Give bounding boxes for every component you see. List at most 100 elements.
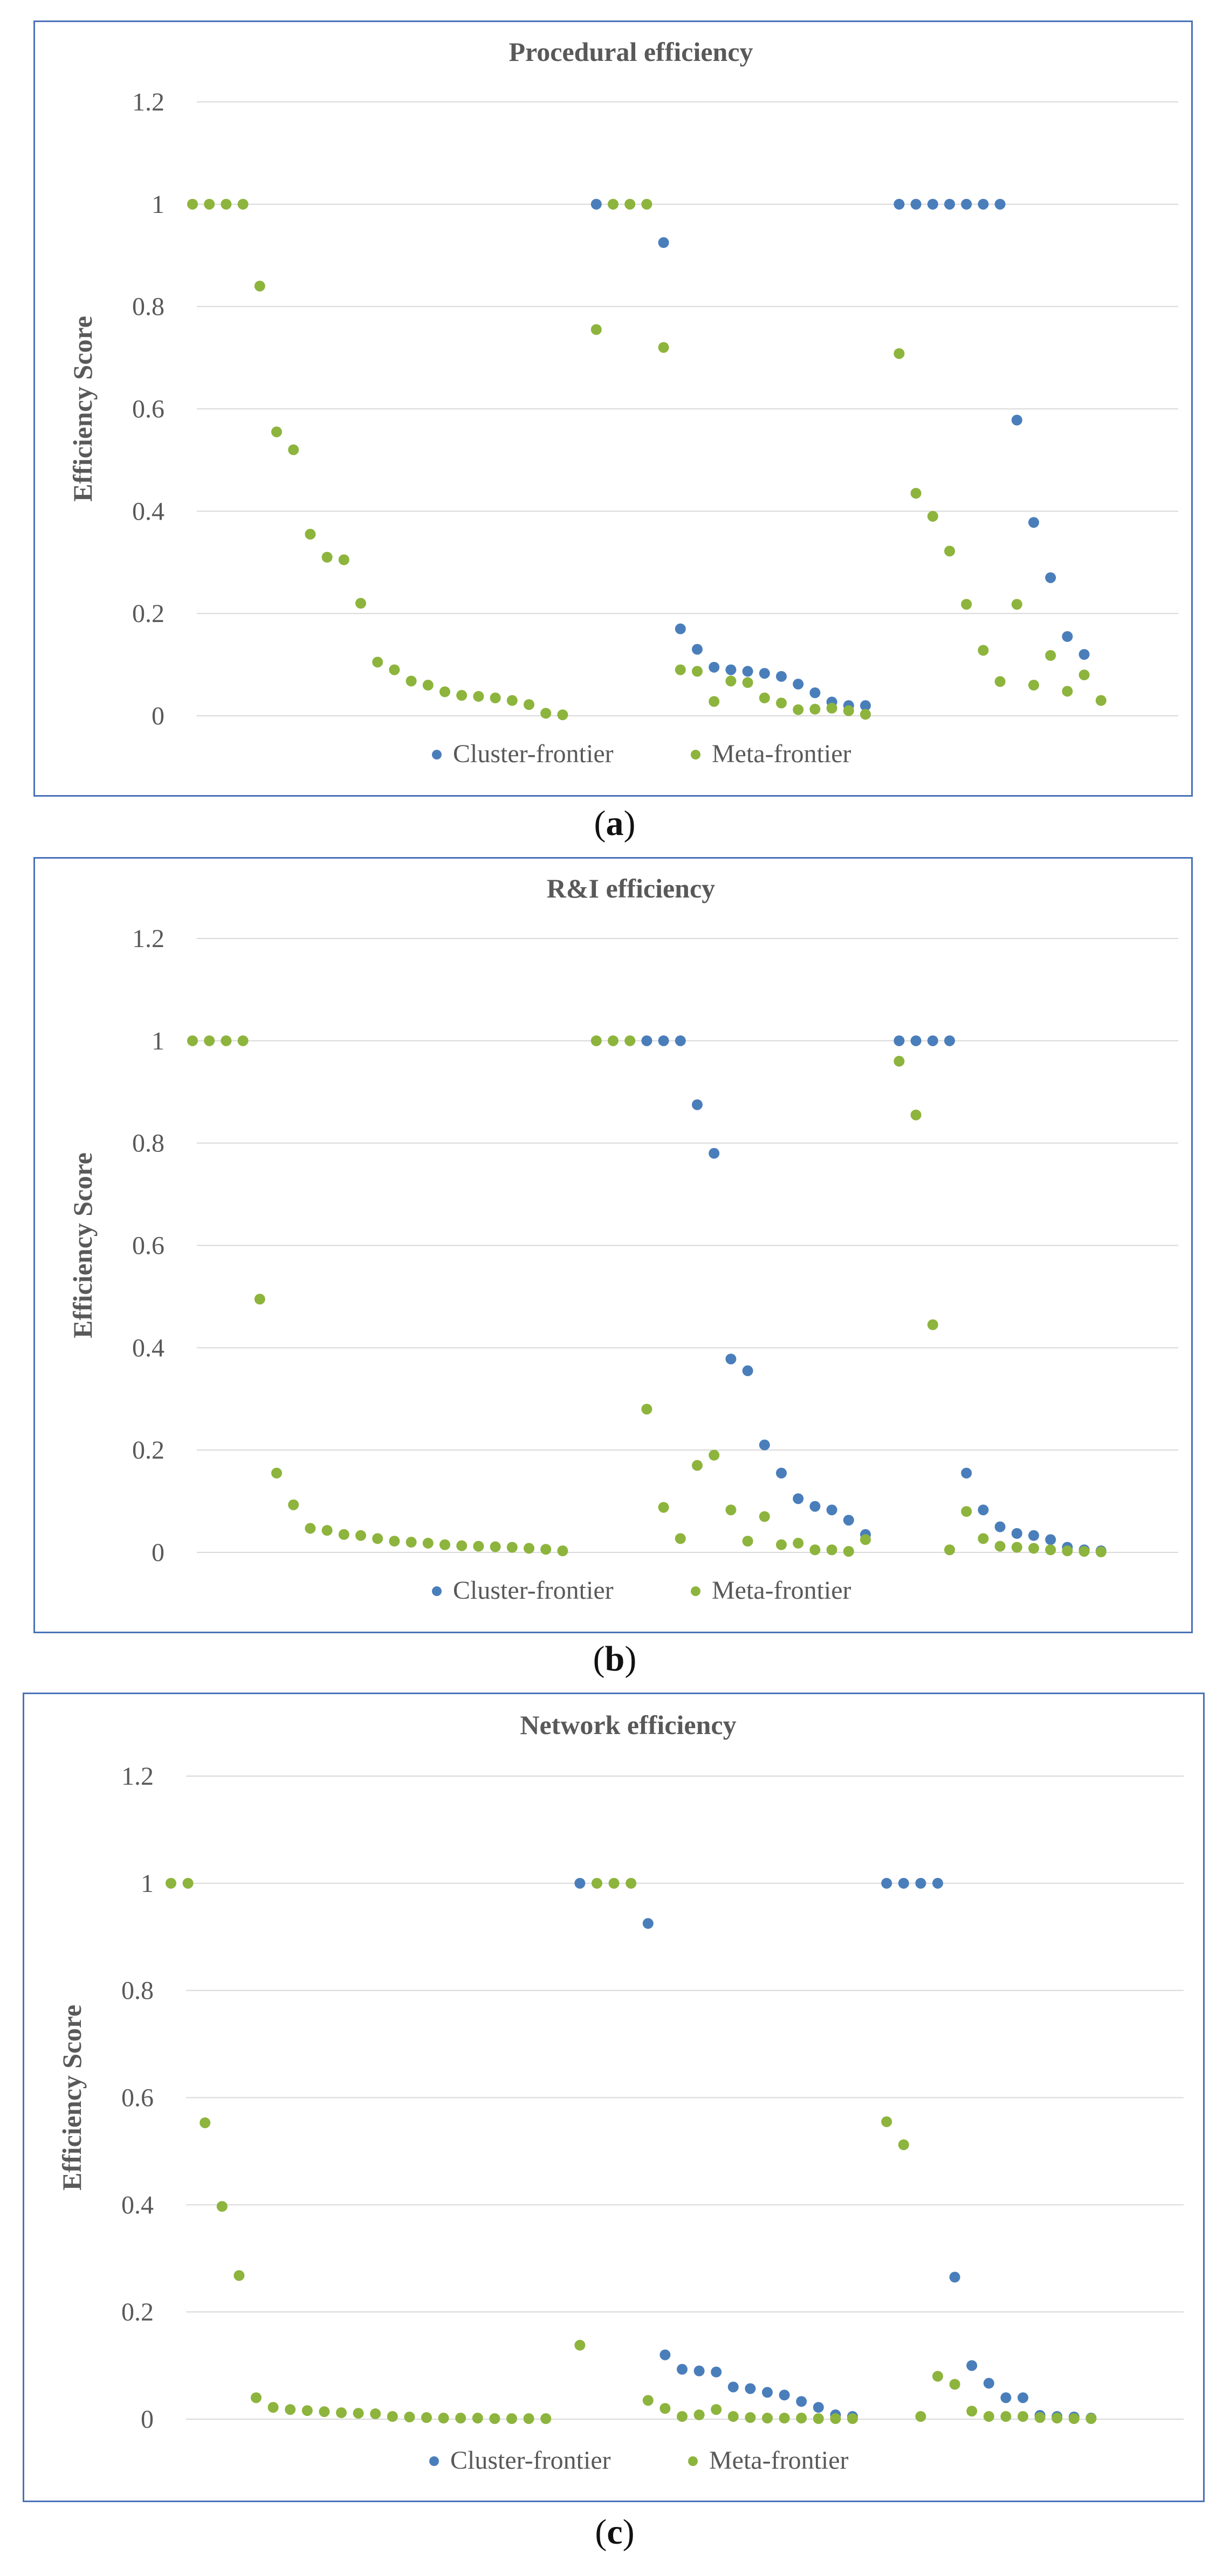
chart-title: Network efficiency xyxy=(520,1710,736,1740)
meta-point xyxy=(338,554,349,565)
legend: Cluster-frontier Meta-frontier xyxy=(429,2446,849,2475)
meta-point xyxy=(182,1877,194,1889)
meta-point xyxy=(355,1530,366,1541)
meta-point xyxy=(540,708,552,719)
meta-point xyxy=(404,2412,415,2423)
meta-point xyxy=(659,2403,671,2414)
cluster-point xyxy=(709,1148,720,1159)
legend-label-meta: Meta-frontier xyxy=(709,2446,849,2475)
meta-point xyxy=(961,599,972,610)
cluster-point xyxy=(779,2389,790,2401)
meta-point xyxy=(860,1534,871,1545)
y-tick-label: 1.2 xyxy=(132,88,164,116)
meta-point xyxy=(233,2270,245,2281)
y-tick-label: 1 xyxy=(141,1869,154,1898)
cluster-point xyxy=(659,2349,671,2360)
y-tick-label: 0 xyxy=(152,1538,164,1567)
meta-point xyxy=(422,1537,434,1549)
meta-point xyxy=(271,426,282,438)
meta-point xyxy=(742,1536,753,1547)
meta-point xyxy=(826,702,837,714)
meta-point xyxy=(187,1035,198,1046)
meta-point xyxy=(221,198,232,210)
meta-point xyxy=(1045,650,1056,661)
meta-point xyxy=(473,1541,484,1552)
meta-point xyxy=(809,1544,821,1556)
meta-point xyxy=(927,510,938,522)
meta-point xyxy=(456,1540,468,1551)
cluster-point xyxy=(826,1504,837,1516)
meta-point xyxy=(1062,1545,1073,1557)
meta-point xyxy=(745,2412,756,2423)
meta-point xyxy=(524,1543,534,1554)
meta-point xyxy=(793,1537,804,1549)
meta-point xyxy=(592,1877,602,1889)
cluster-point xyxy=(894,1035,905,1046)
meta-point xyxy=(237,198,249,210)
y-tick-label: 0.8 xyxy=(121,1977,154,2005)
meta-point xyxy=(1034,2412,1046,2423)
cluster-point xyxy=(1018,2392,1028,2404)
meta-point xyxy=(944,1544,955,1556)
y-tick-label: 1 xyxy=(152,1027,164,1055)
y-tick-label: 0 xyxy=(141,2405,154,2434)
chart-network-efficiency: Network efficiency 0 0.2 0.4 0.6 0.8 1 1.2 Effic… xyxy=(57,1710,1184,2475)
meta-point xyxy=(813,2413,824,2425)
legend-label-cluster: Cluster-frontier xyxy=(450,2446,611,2475)
meta-point xyxy=(675,1533,686,1544)
cluster-point xyxy=(727,2381,739,2393)
meta-point xyxy=(847,2413,858,2425)
meta-point xyxy=(288,444,299,455)
cluster-point xyxy=(742,666,753,677)
meta-point xyxy=(439,1539,450,1550)
cluster-point xyxy=(1045,1534,1056,1545)
meta-point xyxy=(725,675,737,687)
meta-point xyxy=(221,1035,232,1046)
cluster-point xyxy=(725,664,737,675)
meta-point xyxy=(387,2411,398,2422)
meta-point xyxy=(336,2407,347,2419)
cluster-point xyxy=(1011,1528,1022,1539)
cluster-point xyxy=(994,1521,1006,1532)
meta-point xyxy=(389,664,400,675)
y-tick-label: 0.4 xyxy=(121,2191,154,2219)
meta-point xyxy=(421,2412,432,2423)
meta-point xyxy=(779,2413,790,2424)
meta-point xyxy=(626,1877,637,1889)
meta-point xyxy=(372,1533,383,1544)
meta-point xyxy=(251,2392,262,2404)
meta-point xyxy=(353,2408,364,2419)
cluster-point xyxy=(677,2364,688,2375)
cluster-point xyxy=(860,700,871,712)
cluster-point xyxy=(994,198,1006,210)
meta-point xyxy=(1068,2413,1080,2425)
meta-point xyxy=(978,645,989,656)
y-tick-label: 1.2 xyxy=(121,1762,154,1791)
meta-point xyxy=(809,703,821,715)
caption-letter: b xyxy=(604,1639,625,1679)
cluster-point xyxy=(745,2383,756,2394)
meta-point xyxy=(557,1545,568,1557)
y-axis-label: Efficiency Score xyxy=(67,1152,98,1338)
y-axis-label: Efficiency Score xyxy=(67,316,98,502)
cluster-point xyxy=(796,2396,807,2407)
cluster-point xyxy=(894,198,905,210)
cluster-point xyxy=(742,1365,753,1377)
meta-point xyxy=(994,1541,1006,1552)
meta-point xyxy=(267,2402,279,2413)
y-tick-label: 0.2 xyxy=(132,1436,164,1465)
cluster-point xyxy=(843,1515,854,1526)
meta-point xyxy=(994,676,1006,687)
cluster-point xyxy=(693,2365,705,2377)
meta-point xyxy=(1062,686,1073,697)
meta-point xyxy=(590,1035,602,1046)
cluster-point xyxy=(809,687,821,699)
meta-point xyxy=(658,1502,669,1513)
meta-point xyxy=(1045,1544,1056,1556)
y-tick-label: 1.2 xyxy=(132,924,164,953)
meta-point xyxy=(693,2409,705,2421)
cluster-point xyxy=(776,671,787,682)
meta-point xyxy=(1085,2413,1097,2425)
meta-point xyxy=(608,198,619,210)
chart-panel-ri: R&I efficiency 0 0.2 0.4 0.6 0.8 1 1.2 Efficienc… xyxy=(33,857,1193,1633)
